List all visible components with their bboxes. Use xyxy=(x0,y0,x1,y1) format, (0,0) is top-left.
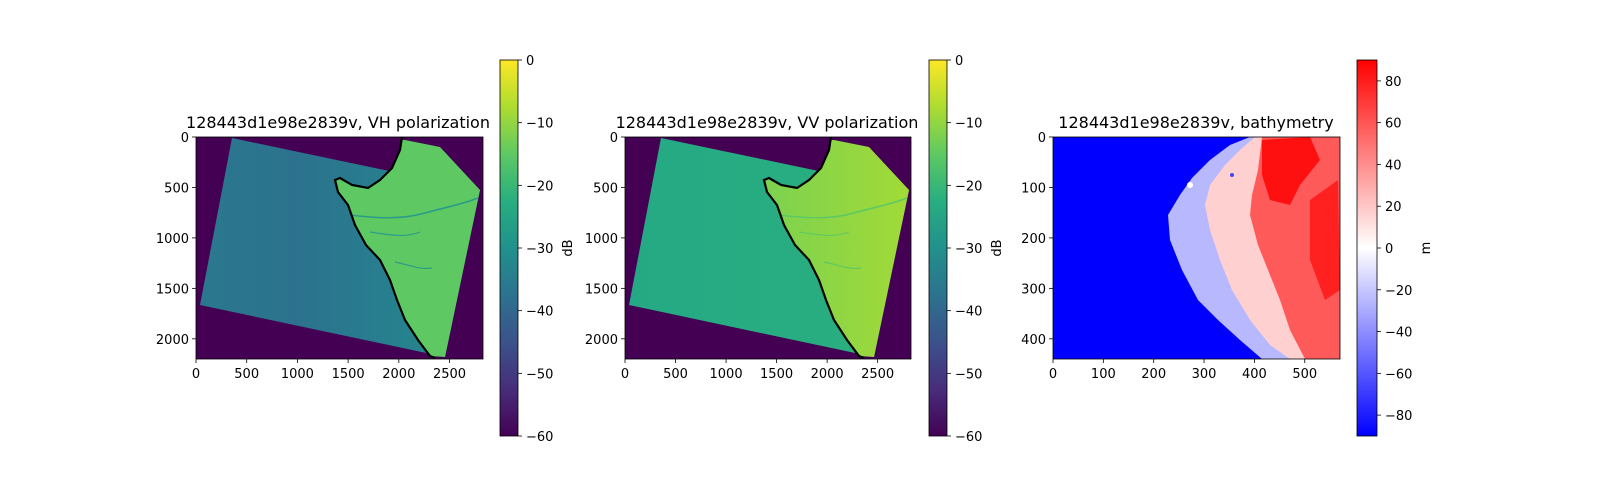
river xyxy=(369,231,421,237)
x-tick-label: 2500 xyxy=(861,367,894,382)
colorbar-tick-label: 80 xyxy=(1385,75,1402,90)
y-tick-label: 1000 xyxy=(585,232,618,247)
land-area xyxy=(335,140,480,357)
peak-ridge xyxy=(1262,137,1320,205)
colorbar-label: dB xyxy=(990,239,1005,256)
colorbar-tick-label: −30 xyxy=(526,242,553,257)
x-tick-label: 100 xyxy=(1091,367,1116,382)
axes: 0 500 1000 1500 2000 2500 0 500 1000 1500 2000 xyxy=(585,131,894,382)
y-tick-label: 1500 xyxy=(156,282,189,297)
y-tick-label: 500 xyxy=(164,181,189,196)
island xyxy=(1187,182,1193,188)
x-tick-label: 0 xyxy=(192,367,200,382)
plot-frame xyxy=(195,136,484,360)
chart-title: 128443d1e98e2839v, VV polarization xyxy=(616,113,919,132)
colorbar-tick-label: −20 xyxy=(955,179,982,194)
x-tick-label: 1500 xyxy=(760,367,793,382)
colorbar-tick-label: −20 xyxy=(526,179,553,194)
colorbar-tick-label: 0 xyxy=(526,54,534,69)
colorbar-tick-label: −80 xyxy=(1385,409,1412,424)
colorbar-label: m xyxy=(1419,242,1434,255)
y-tick-label: 1000 xyxy=(156,232,189,247)
x-tick-label: 500 xyxy=(663,367,688,382)
colorbar-tick-label: 0 xyxy=(955,54,963,69)
image-area xyxy=(196,137,483,359)
panel-vh: 128443d1e98e2839v, VH polarization 0 500 1… xyxy=(156,54,576,445)
river xyxy=(798,231,850,237)
colorbar-tick-label: 20 xyxy=(1385,200,1402,215)
y-tick-label: 1500 xyxy=(585,282,618,297)
x-tick-label: 2000 xyxy=(382,367,415,382)
chart-title: 128443d1e98e2839v, bathymetry xyxy=(1058,113,1333,132)
colorbar-tick-label: −60 xyxy=(1385,367,1412,382)
chart-title: 128443d1e98e2839v, VH polarization xyxy=(186,113,490,132)
y-tick-label: 0 xyxy=(610,131,618,146)
colorbar-tick-label: 0 xyxy=(1385,242,1393,257)
colorbar-tick-label: −40 xyxy=(955,305,982,320)
x-tick-label: 1000 xyxy=(281,367,314,382)
colorbar-tick-label: −60 xyxy=(955,430,982,445)
x-tick-label: 1500 xyxy=(332,367,365,382)
colorbar-tick-label: −50 xyxy=(526,367,553,382)
colorbar-tick-label: 60 xyxy=(1385,117,1402,132)
colorbar xyxy=(1356,59,1378,437)
y-tick-label: 0 xyxy=(181,131,189,146)
plot-frame xyxy=(1052,136,1341,360)
colorbar-tick-label: −20 xyxy=(1385,284,1412,299)
colorbar-tick-label: −50 xyxy=(955,367,982,382)
colorbar-tick-label: −40 xyxy=(526,305,553,320)
colorbar-ticks: 80 60 40 20 0 −20 −40 −60 −80 xyxy=(1377,75,1412,424)
river xyxy=(778,197,908,219)
x-tick-label: 500 xyxy=(1292,367,1317,382)
x-tick-label: 2500 xyxy=(433,367,466,382)
plot-frame xyxy=(624,136,912,360)
colorbar-tick-label: −30 xyxy=(955,242,982,257)
colorbar xyxy=(499,59,519,437)
panel-bathymetry: 128443d1e98e2839v, bathymetry 0 100 200 300… xyxy=(1021,59,1434,437)
colorbar-tick-label: 40 xyxy=(1385,158,1402,173)
x-tick-label: 2000 xyxy=(811,367,844,382)
colorbar-tick-label: −10 xyxy=(955,117,982,132)
colorbar-ticks: 0 −10 −20 −30 −40 −50 −60 xyxy=(947,54,982,445)
x-tick-label: 400 xyxy=(1242,367,1267,382)
axes: 0 500 1000 1500 2000 2500 0 500 1000 1500 2000 xyxy=(156,131,466,382)
colorbar-label: dB xyxy=(561,239,576,256)
image-area xyxy=(1053,137,1340,359)
x-tick-label: 500 xyxy=(234,367,259,382)
y-tick-label: 100 xyxy=(1021,181,1046,196)
colorbar-tick-label: −60 xyxy=(526,430,553,445)
y-tick-label: 2000 xyxy=(585,333,618,348)
x-tick-label: 1000 xyxy=(710,367,743,382)
river xyxy=(394,261,433,270)
colorbar xyxy=(928,59,948,437)
land-area xyxy=(764,140,909,357)
y-tick-label: 2000 xyxy=(156,333,189,348)
y-tick-label: 300 xyxy=(1021,282,1046,297)
colorbar-ticks: 0 −10 −20 −30 −40 −50 −60 xyxy=(518,54,553,445)
x-tick-label: 200 xyxy=(1141,367,1166,382)
river xyxy=(823,261,862,270)
river xyxy=(349,197,479,219)
y-tick-label: 400 xyxy=(1021,333,1046,348)
x-tick-label: 0 xyxy=(1049,367,1057,382)
peak-ridge xyxy=(1310,180,1340,300)
colorbar-tick-label: −10 xyxy=(526,117,553,132)
colorbar-tick-label: −40 xyxy=(1385,326,1412,341)
y-tick-label: 500 xyxy=(593,181,618,196)
x-tick-label: 300 xyxy=(1192,367,1217,382)
panel-vv: 128443d1e98e2839v, VV polarization 0 500 1… xyxy=(585,54,1005,445)
coastline xyxy=(762,137,865,359)
coastline xyxy=(333,137,436,359)
y-tick-label: 0 xyxy=(1038,131,1046,146)
axes: 0 100 200 300 400 500 0 100 200 300 400 xyxy=(1021,131,1317,382)
x-tick-label: 0 xyxy=(621,367,629,382)
y-tick-label: 200 xyxy=(1021,232,1046,247)
image-area xyxy=(625,137,911,359)
island xyxy=(1230,173,1234,177)
